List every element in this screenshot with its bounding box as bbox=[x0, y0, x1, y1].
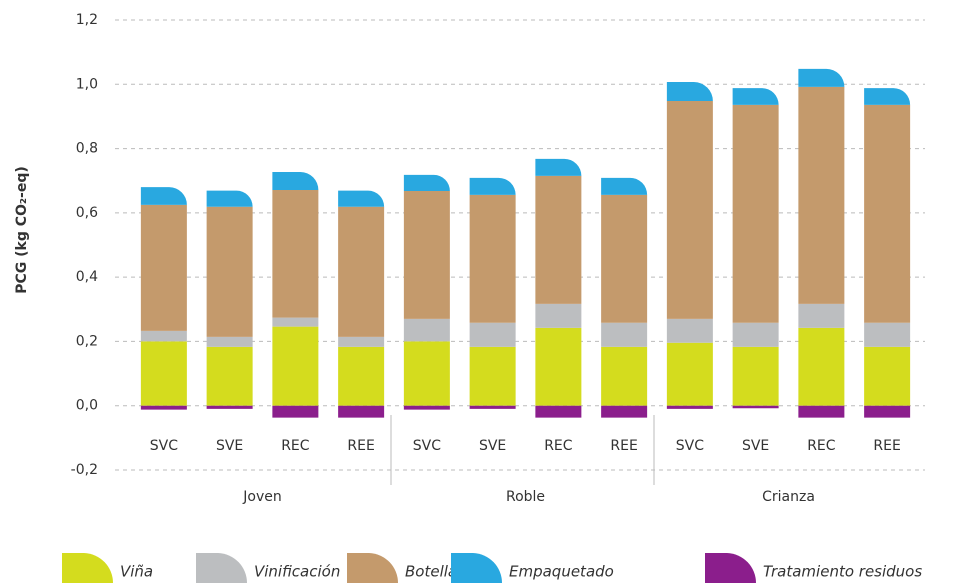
bar-segment bbox=[338, 346, 385, 406]
y-tick-label: -0,2 bbox=[71, 462, 98, 478]
bar-segment bbox=[140, 187, 187, 205]
bar-segment bbox=[338, 336, 385, 347]
bar-segment bbox=[666, 101, 713, 319]
y-tick-label: 0,0 bbox=[76, 398, 98, 414]
y-tick-label: 0,4 bbox=[76, 269, 98, 285]
y-tick-label: 0,8 bbox=[76, 141, 98, 157]
x-tick-label: SVE bbox=[216, 438, 243, 454]
bar-segment bbox=[403, 174, 450, 191]
bar-segment bbox=[601, 322, 648, 347]
bar-segment bbox=[140, 405, 187, 410]
legend-label: Empaquetado bbox=[509, 563, 614, 581]
bar-segment bbox=[798, 303, 845, 328]
legend-label: Viña bbox=[120, 563, 153, 581]
bar-segment bbox=[206, 336, 253, 347]
x-tick-label: SVE bbox=[742, 438, 769, 454]
bar-segment bbox=[732, 322, 779, 347]
bar-segment bbox=[732, 346, 779, 406]
bar-segment bbox=[798, 327, 845, 406]
bar-segment bbox=[535, 327, 582, 406]
bar-segment bbox=[535, 405, 582, 418]
bar-segment bbox=[864, 405, 911, 418]
bar-segment bbox=[469, 322, 516, 347]
bar-segment bbox=[732, 405, 779, 409]
x-tick-label: REE bbox=[347, 438, 374, 454]
bar-segment bbox=[272, 172, 319, 191]
y-tick-label: 1,0 bbox=[76, 76, 98, 92]
x-tick-label: SVC bbox=[150, 438, 178, 454]
x-tick-label: SVE bbox=[479, 438, 506, 454]
bar-segment bbox=[864, 322, 911, 347]
legend-label: Tratamiento residuos bbox=[763, 563, 922, 581]
group-label: Crianza bbox=[762, 489, 815, 505]
group-label: Joven bbox=[242, 489, 281, 505]
bar-segment bbox=[140, 330, 187, 342]
legend-label: Vinificación bbox=[254, 563, 340, 581]
bar-segment bbox=[666, 318, 713, 343]
y-axis-label: PCG (kg CO₂-eq) bbox=[14, 166, 30, 294]
bar-segment bbox=[403, 341, 450, 406]
bar-segment bbox=[798, 68, 845, 87]
x-tick-label: REE bbox=[873, 438, 900, 454]
bar-segment bbox=[601, 177, 648, 195]
bar-segment bbox=[140, 204, 187, 331]
bar-segment bbox=[206, 405, 253, 409]
bar-segment bbox=[140, 341, 187, 406]
bar-segment bbox=[206, 190, 253, 207]
bar-segment bbox=[666, 82, 713, 101]
x-tick-label: SVC bbox=[413, 438, 441, 454]
x-tick-label: REC bbox=[544, 438, 573, 454]
legend-swatch bbox=[62, 553, 114, 583]
x-tick-label: REE bbox=[610, 438, 637, 454]
bar-segment bbox=[403, 191, 450, 319]
bar-segment bbox=[206, 346, 253, 406]
bar-segment bbox=[272, 317, 319, 327]
bar-segment bbox=[403, 405, 450, 410]
bar-segment bbox=[469, 177, 516, 195]
legend-label: Botella bbox=[405, 563, 457, 581]
legend-swatch bbox=[196, 553, 247, 583]
bar-segment bbox=[338, 206, 385, 337]
bar-segment bbox=[732, 88, 779, 105]
bar-segment bbox=[535, 158, 582, 176]
group-label: Roble bbox=[506, 489, 545, 505]
bar-segment bbox=[535, 303, 582, 328]
bar-segment bbox=[272, 405, 319, 418]
x-tick-label: REC bbox=[807, 438, 836, 454]
bar-segment bbox=[535, 175, 582, 304]
legend-swatch bbox=[451, 553, 502, 583]
bar-segment bbox=[338, 405, 385, 418]
x-tick-label: REC bbox=[281, 438, 310, 454]
legend-swatch bbox=[705, 553, 756, 583]
bar-segment bbox=[666, 342, 713, 406]
bar-segment bbox=[732, 104, 779, 323]
bar-segment bbox=[798, 86, 845, 304]
bar-segment bbox=[469, 405, 516, 409]
y-tick-label: 1,2 bbox=[76, 12, 98, 28]
bar-segment bbox=[338, 190, 385, 207]
x-tick-label: SVC bbox=[676, 438, 704, 454]
bar-segment bbox=[469, 194, 516, 323]
bar-segment bbox=[864, 346, 911, 406]
bar-segment bbox=[272, 326, 319, 406]
bar-segment bbox=[798, 405, 845, 418]
bar-segment bbox=[601, 346, 648, 406]
bar-segment bbox=[403, 318, 450, 342]
bar-segment bbox=[601, 405, 648, 418]
bar-segment bbox=[601, 194, 648, 323]
bar-segment bbox=[864, 88, 911, 105]
bar-segment bbox=[666, 405, 713, 409]
bar-segment bbox=[206, 206, 253, 337]
bar-segment bbox=[272, 190, 319, 318]
legend-swatch bbox=[347, 553, 398, 583]
bar-segment bbox=[864, 104, 911, 323]
y-tick-label: 0,2 bbox=[76, 333, 98, 349]
y-tick-label: 0,6 bbox=[76, 205, 98, 221]
bar-segment bbox=[469, 346, 516, 406]
